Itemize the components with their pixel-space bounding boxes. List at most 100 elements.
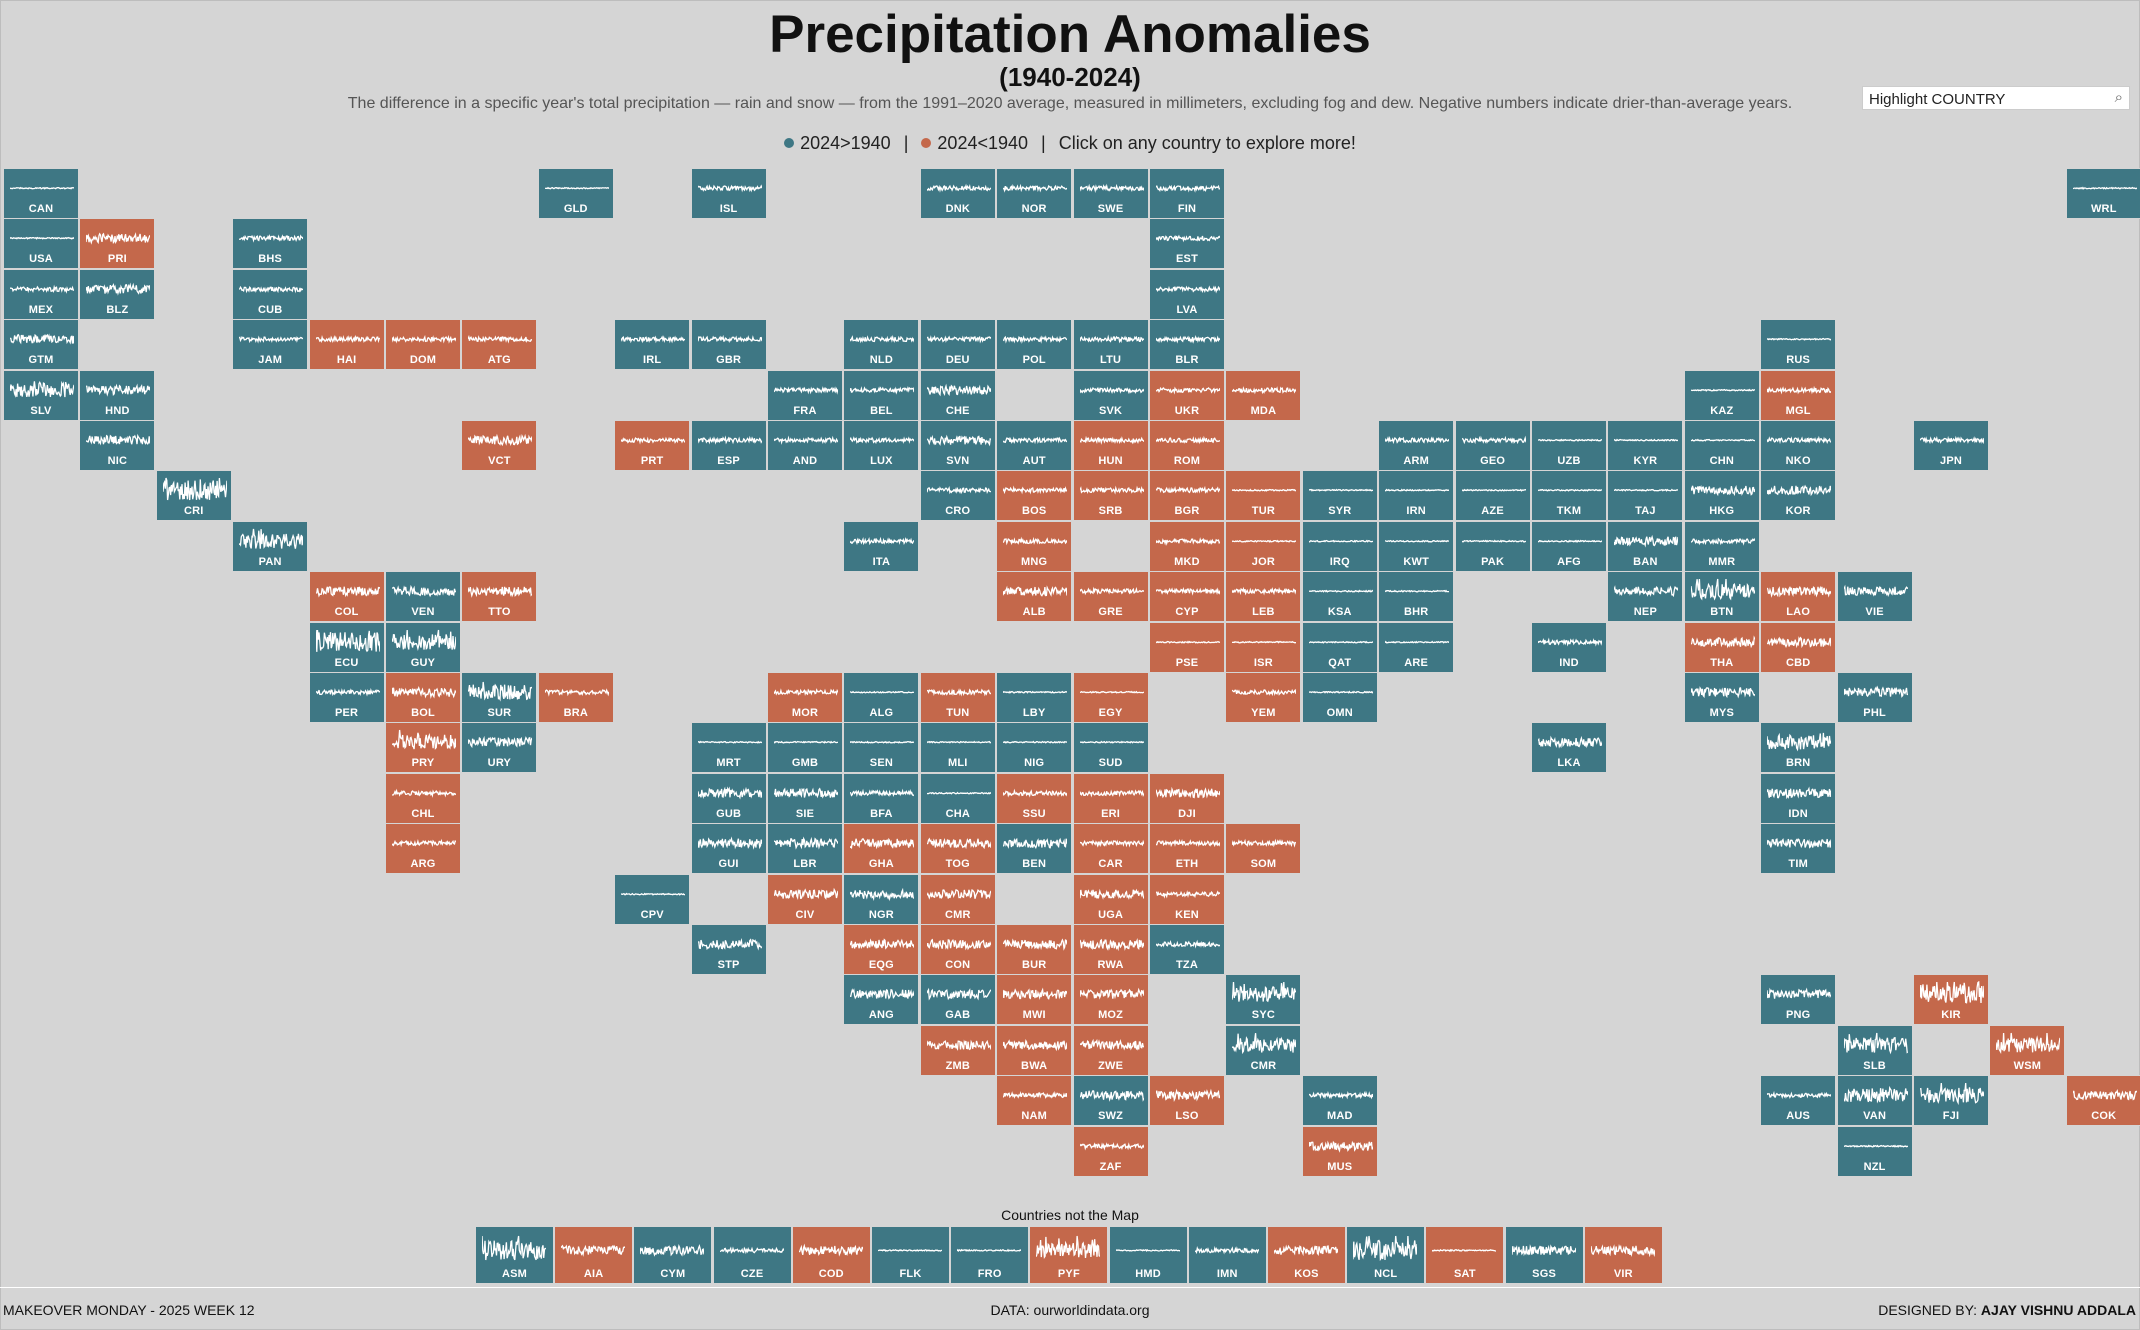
country-tile-btn[interactable]: BTN bbox=[1683, 571, 1760, 623]
country-tile-bra[interactable]: BRA bbox=[537, 672, 614, 723]
country-tile-bel[interactable]: BEL bbox=[843, 369, 920, 421]
country-tile-kwt[interactable]: KWT bbox=[1378, 520, 1455, 572]
country-tile-ban[interactable]: BAN bbox=[1607, 520, 1684, 572]
country-tile-srb[interactable]: SRB bbox=[1072, 470, 1149, 522]
country-tile-tha[interactable]: THA bbox=[1683, 621, 1760, 673]
country-tile-lka[interactable]: LKA bbox=[1531, 722, 1607, 774]
country-tile-est[interactable]: EST bbox=[1149, 218, 1225, 270]
country-tile-nep[interactable]: NEP bbox=[1607, 571, 1684, 623]
country-tile-guy[interactable]: GUY bbox=[385, 621, 461, 673]
country-tile-gtm[interactable]: GTM bbox=[3, 319, 79, 371]
country-tile-zwe[interactable]: ZWE bbox=[1072, 1024, 1149, 1076]
country-tile-bhr[interactable]: BHR bbox=[1378, 571, 1455, 623]
country-tile-gre[interactable]: GRE bbox=[1072, 571, 1149, 623]
country-tile-mgl[interactable]: MGL bbox=[1760, 369, 1837, 421]
country-tile-kir[interactable]: KIR bbox=[1913, 974, 1989, 1026]
country-tile-vir[interactable]: VIR bbox=[1583, 1226, 1663, 1284]
country-tile-and[interactable]: AND bbox=[767, 420, 843, 471]
country-tile-cmr[interactable]: CMR bbox=[919, 873, 996, 925]
country-tile-cro[interactable]: CRO bbox=[919, 470, 996, 522]
country-tile-svn[interactable]: SVN bbox=[919, 420, 996, 471]
country-tile-mng[interactable]: MNG bbox=[996, 520, 1073, 572]
country-tile-cpv[interactable]: CPV bbox=[614, 873, 691, 925]
country-tile-mli[interactable]: MLI bbox=[919, 722, 996, 774]
country-tile-pol[interactable]: POL bbox=[996, 319, 1073, 371]
country-tile-nam[interactable]: NAM bbox=[996, 1075, 1073, 1127]
country-tile-are[interactable]: ARE bbox=[1378, 621, 1455, 673]
country-tile-sur[interactable]: SUR bbox=[461, 672, 538, 723]
country-tile-yem[interactable]: YEM bbox=[1225, 672, 1302, 723]
country-tile-cbd[interactable]: CBD bbox=[1760, 621, 1837, 673]
country-tile-tim[interactable]: TIM bbox=[1760, 823, 1837, 875]
country-tile-cze[interactable]: CZE bbox=[712, 1226, 792, 1284]
country-tile-irl[interactable]: IRL bbox=[614, 319, 691, 371]
country-tile-cyp[interactable]: CYP bbox=[1149, 571, 1225, 623]
country-tile-sud[interactable]: SUD bbox=[1072, 722, 1149, 774]
country-tile-bhs[interactable]: BHS bbox=[232, 218, 309, 270]
country-tile-cmr[interactable]: CMR bbox=[1225, 1024, 1302, 1076]
country-tile-mys[interactable]: MYS bbox=[1683, 672, 1760, 723]
country-tile-mkd[interactable]: MKD bbox=[1149, 520, 1225, 572]
country-tile-chl[interactable]: CHL bbox=[385, 772, 461, 824]
country-tile-prt[interactable]: PRT bbox=[614, 420, 691, 471]
country-tile-aus[interactable]: AUS bbox=[1760, 1075, 1837, 1127]
country-tile-chn[interactable]: CHN bbox=[1683, 420, 1760, 471]
country-tile-gui[interactable]: GUI bbox=[690, 823, 767, 875]
country-tile-lao[interactable]: LAO bbox=[1760, 571, 1837, 623]
country-tile-mmr[interactable]: MMR bbox=[1683, 520, 1760, 572]
country-tile-mad[interactable]: MAD bbox=[1301, 1075, 1378, 1127]
country-tile-pyf[interactable]: PYF bbox=[1029, 1226, 1109, 1284]
country-tile-jam[interactable]: JAM bbox=[232, 319, 309, 371]
country-tile-con[interactable]: CON bbox=[919, 924, 996, 975]
country-tile-kyr[interactable]: KYR bbox=[1607, 420, 1684, 471]
country-tile-sen[interactable]: SEN bbox=[843, 722, 920, 774]
country-tile-dnk[interactable]: DNK bbox=[919, 168, 996, 219]
country-tile-sgs[interactable]: SGS bbox=[1504, 1226, 1584, 1284]
country-tile-pri[interactable]: PRI bbox=[79, 218, 156, 270]
country-tile-mrt[interactable]: MRT bbox=[690, 722, 767, 774]
country-tile-civ[interactable]: CIV bbox=[767, 873, 843, 925]
country-tile-dom[interactable]: DOM bbox=[385, 319, 461, 371]
country-tile-hmd[interactable]: HMD bbox=[1108, 1226, 1188, 1284]
country-tile-fin[interactable]: FIN bbox=[1149, 168, 1225, 219]
country-tile-esp[interactable]: ESP bbox=[690, 420, 767, 471]
country-tile-brn[interactable]: BRN bbox=[1760, 722, 1837, 774]
country-tile-ben[interactable]: BEN bbox=[996, 823, 1073, 875]
country-tile-eri[interactable]: ERI bbox=[1072, 772, 1149, 824]
country-tile-dji[interactable]: DJI bbox=[1149, 772, 1225, 824]
country-tile-bos[interactable]: BOS bbox=[996, 470, 1073, 522]
country-tile-ksa[interactable]: KSA bbox=[1301, 571, 1378, 623]
country-tile-gub[interactable]: GUB bbox=[690, 772, 767, 824]
country-tile-kaz[interactable]: KAZ bbox=[1683, 369, 1760, 421]
country-tile-irn[interactable]: IRN bbox=[1378, 470, 1455, 522]
country-tile-hun[interactable]: HUN bbox=[1072, 420, 1149, 471]
country-tile-hkg[interactable]: HKG bbox=[1683, 470, 1760, 522]
country-tile-zaf[interactable]: ZAF bbox=[1072, 1125, 1149, 1177]
country-tile-idn[interactable]: IDN bbox=[1760, 772, 1837, 824]
country-tile-arg[interactable]: ARG bbox=[385, 823, 461, 875]
country-tile-nko[interactable]: NKO bbox=[1760, 420, 1837, 471]
country-tile-nzl[interactable]: NZL bbox=[1836, 1125, 1913, 1177]
country-tile-egy[interactable]: EGY bbox=[1072, 672, 1149, 723]
country-tile-tog[interactable]: TOG bbox=[919, 823, 996, 875]
country-tile-aze[interactable]: AZE bbox=[1454, 470, 1531, 522]
country-tile-syc[interactable]: SYC bbox=[1225, 974, 1302, 1026]
country-tile-nor[interactable]: NOR bbox=[996, 168, 1073, 219]
country-tile-pan[interactable]: PAN bbox=[232, 520, 309, 572]
country-tile-tun[interactable]: TUN bbox=[919, 672, 996, 723]
country-tile-tto[interactable]: TTO bbox=[461, 571, 538, 623]
country-tile-lbr[interactable]: LBR bbox=[767, 823, 843, 875]
country-tile-geo[interactable]: GEO bbox=[1454, 420, 1531, 471]
country-tile-ury[interactable]: URY bbox=[461, 722, 538, 774]
country-tile-qat[interactable]: QAT bbox=[1301, 621, 1378, 673]
country-tile-alb[interactable]: ALB bbox=[996, 571, 1073, 623]
country-tile-eqg[interactable]: EQG bbox=[843, 924, 920, 975]
country-tile-kos[interactable]: KOS bbox=[1267, 1226, 1346, 1284]
country-tile-ncl[interactable]: NCL bbox=[1346, 1226, 1426, 1284]
country-tile-ngr[interactable]: NGR bbox=[843, 873, 920, 925]
country-tile-per[interactable]: PER bbox=[308, 672, 385, 723]
country-tile-bwa[interactable]: BWA bbox=[996, 1024, 1073, 1076]
country-tile-moz[interactable]: MOZ bbox=[1072, 974, 1149, 1026]
country-tile-bgr[interactable]: BGR bbox=[1149, 470, 1225, 522]
country-tile-taj[interactable]: TAJ bbox=[1607, 470, 1684, 522]
